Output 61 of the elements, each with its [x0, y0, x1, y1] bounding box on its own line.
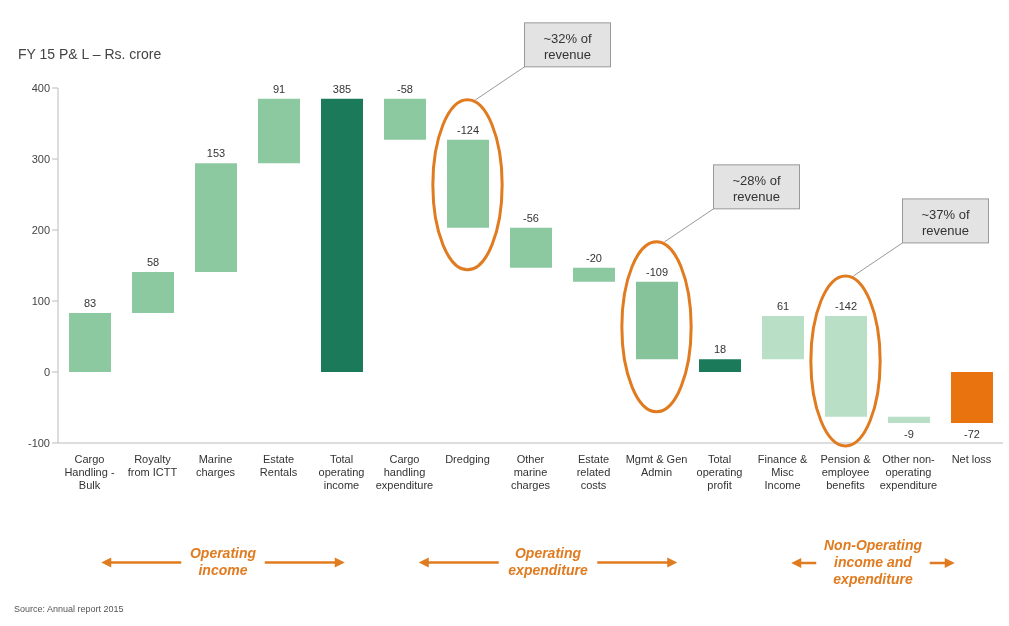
y-tick-label: 300 — [31, 152, 50, 165]
bar — [762, 315, 804, 360]
y-tick-label: 200 — [31, 223, 50, 236]
data-label: 385 — [332, 82, 352, 95]
bar — [69, 313, 111, 372]
bar — [384, 98, 426, 140]
source-note: Source: Annual report 2015 — [14, 604, 124, 614]
data-label: -56 — [523, 211, 539, 224]
x-tick-label: Total operating income — [318, 453, 365, 491]
x-tick-label: Pension & employee benefits — [820, 453, 872, 491]
x-tick-label: Marine charges — [195, 453, 236, 478]
data-label: -124 — [456, 123, 480, 136]
x-tick-label: Estate Rentals — [259, 453, 298, 478]
data-label: 153 — [206, 147, 226, 160]
text: Operating income — [189, 545, 257, 578]
bar — [321, 98, 363, 372]
data-label: -72 — [964, 428, 980, 441]
bar — [825, 315, 867, 417]
y-tick-label: 400 — [31, 81, 50, 94]
y-tick-label: -100 — [27, 436, 50, 449]
bar — [699, 359, 741, 372]
bar — [951, 372, 993, 424]
x-tick-label: Finance & Misc Income — [757, 453, 808, 491]
callout: ~28% of revenue — [664, 164, 800, 243]
callout: ~32% of revenue — [475, 22, 611, 101]
bar — [573, 267, 615, 282]
data-label: 58 — [146, 255, 160, 268]
bar — [195, 163, 237, 272]
data-label: -109 — [645, 265, 669, 278]
bar — [447, 139, 489, 228]
y-tick-label: 100 — [31, 294, 50, 307]
bar — [510, 227, 552, 268]
bar — [258, 98, 300, 164]
data-label: -142 — [834, 299, 858, 312]
text: Non-Operating income and expenditure — [824, 537, 923, 587]
data-label: -9 — [904, 428, 914, 441]
data-label: -58 — [397, 82, 413, 95]
x-tick-label: Cargo handling expenditure — [375, 453, 434, 491]
x-tick-label: Royalty from ICTT — [127, 453, 178, 478]
data-label: 91 — [272, 82, 286, 95]
bar — [888, 416, 930, 424]
x-tick-label: Mgmt & Gen Admin — [625, 453, 688, 478]
x-tick-label: Dredging — [445, 453, 490, 465]
data-label: -20 — [586, 251, 602, 264]
data-label: 83 — [83, 297, 97, 310]
annotation: ~28% of revenue — [732, 172, 781, 204]
x-tick-label: Estate related costs — [576, 453, 611, 491]
callout: ~37% of revenue — [853, 198, 989, 277]
x-tick-label: Cargo Handling - Bulk — [64, 453, 115, 491]
y-tick-label: 0 — [43, 365, 50, 378]
annotation: ~37% of revenue — [921, 206, 970, 238]
x-tick-label: Net loss — [951, 453, 992, 465]
x-tick-label: Other marine charges — [510, 453, 551, 491]
data-label: 18 — [713, 343, 727, 356]
bar — [636, 281, 678, 360]
data-label: 61 — [776, 299, 790, 312]
chart-title: FY 15 P& L – Rs. crore — [18, 46, 162, 62]
x-tick-label: Total operating profit — [696, 453, 743, 491]
text: Operating expenditure — [508, 545, 588, 578]
bar — [132, 271, 174, 314]
x-tick-label: Other non-operating expenditure — [879, 453, 938, 491]
